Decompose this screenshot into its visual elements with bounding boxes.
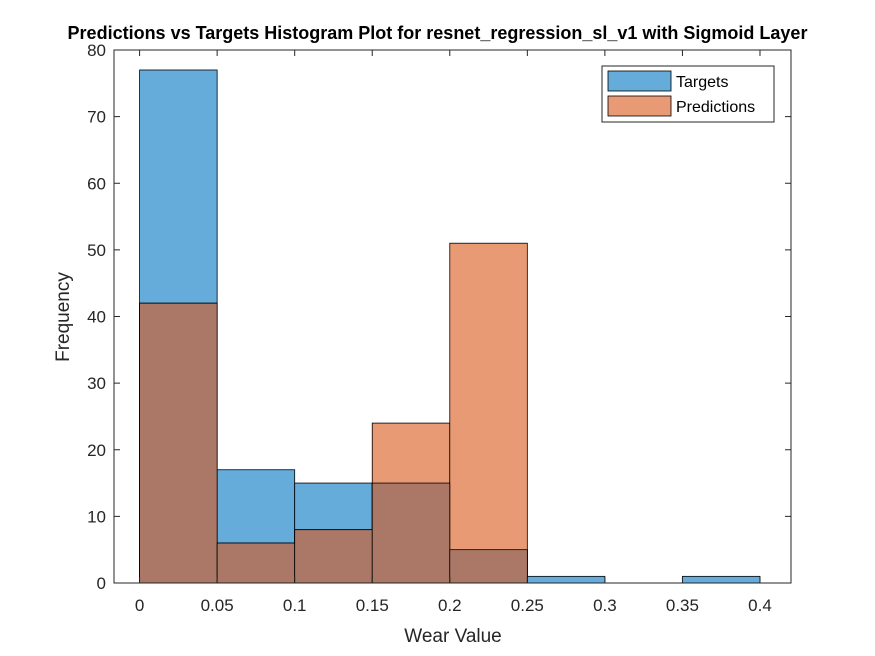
x-tick-label: 0.2 — [438, 596, 462, 615]
targets-bar — [526, 575, 606, 584]
x-axis-ticks: 0 0.05 0.1 0.15 0.2 0.25 0.3 0.35 0.4 — [135, 50, 772, 615]
x-tick-label: 0.15 — [356, 596, 389, 615]
x-tick-label: 0.35 — [666, 596, 699, 615]
y-tick-label: 60 — [87, 174, 106, 193]
overlap-bar — [216, 542, 296, 584]
x-tick-label: 0 — [135, 596, 144, 615]
y-tick-label: 50 — [87, 241, 106, 260]
x-tick-label: 0.4 — [748, 596, 772, 615]
overlap-bar — [449, 549, 528, 584]
x-axis-label: Wear Value — [404, 626, 502, 647]
y-tick-label: 20 — [87, 441, 106, 460]
x-tick-label: 0.05 — [201, 596, 234, 615]
legend: Targets Predictions — [601, 65, 775, 123]
y-tick-label: 70 — [87, 108, 106, 127]
y-tick-label: 10 — [87, 507, 106, 526]
legend-label-predictions: Predictions — [676, 99, 755, 116]
y-tick-label: 30 — [87, 374, 106, 393]
y-tick-label: 80 — [87, 41, 106, 60]
legend-swatch-predictions — [607, 95, 672, 117]
y-axis-label: Frequency — [53, 272, 74, 362]
y-tick-label: 0 — [97, 574, 106, 593]
overlap-bar — [139, 302, 218, 584]
legend-label-targets: Targets — [676, 74, 728, 91]
targets-bar — [682, 575, 761, 584]
chart-title: Predictions vs Targets Histogram Plot fo… — [68, 23, 808, 43]
y-axis-ticks: 0 10 20 30 40 50 60 70 80 — [87, 41, 791, 593]
legend-swatch-targets — [607, 70, 672, 92]
predictions-bar — [449, 242, 528, 584]
x-tick-label: 0.25 — [511, 596, 544, 615]
overlap-bar — [371, 482, 451, 584]
x-tick-label: 0.1 — [283, 596, 307, 615]
x-tick-label: 0.3 — [593, 596, 617, 615]
overlap-bar — [294, 529, 373, 584]
overlap-bars — [139, 302, 528, 584]
y-tick-label: 40 — [87, 308, 106, 327]
